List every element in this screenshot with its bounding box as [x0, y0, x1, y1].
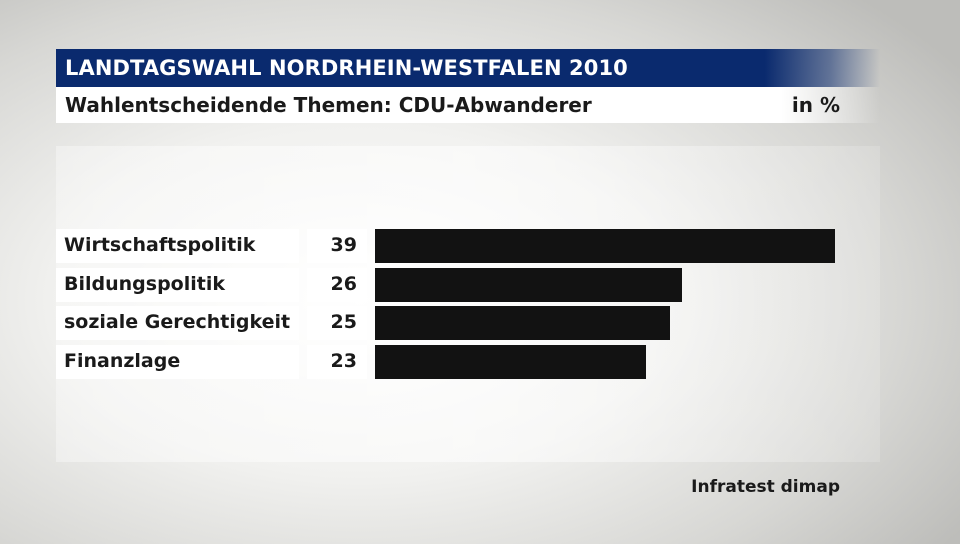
- bar-bildungspolitik: [375, 268, 682, 302]
- category-label: Bildungspolitik: [64, 273, 225, 295]
- category-label-box: soziale Gerechtigkeit: [56, 306, 299, 340]
- value-label: 39: [330, 234, 357, 256]
- chart-subtitle: Wahlentscheidende Themen: CDU-Abwanderer: [65, 93, 592, 117]
- category-label: soziale Gerechtigkeit: [64, 311, 291, 333]
- category-label: Finanzlage: [64, 350, 181, 372]
- value-label-box: 25: [307, 306, 367, 340]
- category-label: Wirtschaftspolitik: [64, 234, 256, 256]
- bar-finanzlage: [375, 345, 646, 379]
- chart-title-bar: LANDTAGSWAHL NORDRHEIN-WESTFALEN 2010: [56, 49, 880, 87]
- unit-label: in %: [791, 93, 840, 117]
- source-label: Infratest dimap: [691, 477, 840, 497]
- chart-panel: [56, 146, 880, 462]
- bar-soziale-gerechtigkeit: [375, 306, 670, 340]
- category-label-box: Bildungspolitik: [56, 268, 299, 302]
- value-label: 25: [330, 311, 357, 333]
- category-label-box: Wirtschaftspolitik: [56, 229, 299, 263]
- chart-title: LANDTAGSWAHL NORDRHEIN-WESTFALEN 2010: [65, 56, 628, 80]
- bar-wirtschaftspolitik: [375, 229, 835, 263]
- chart-subtitle-bar: Wahlentscheidende Themen: CDU-Abwanderer…: [56, 87, 880, 123]
- value-label-box: 26: [307, 268, 367, 302]
- value-label-box: 23: [307, 345, 367, 379]
- value-label: 26: [330, 273, 357, 295]
- value-label-box: 39: [307, 229, 367, 263]
- value-label: 23: [330, 350, 357, 372]
- category-label-box: Finanzlage: [56, 345, 299, 379]
